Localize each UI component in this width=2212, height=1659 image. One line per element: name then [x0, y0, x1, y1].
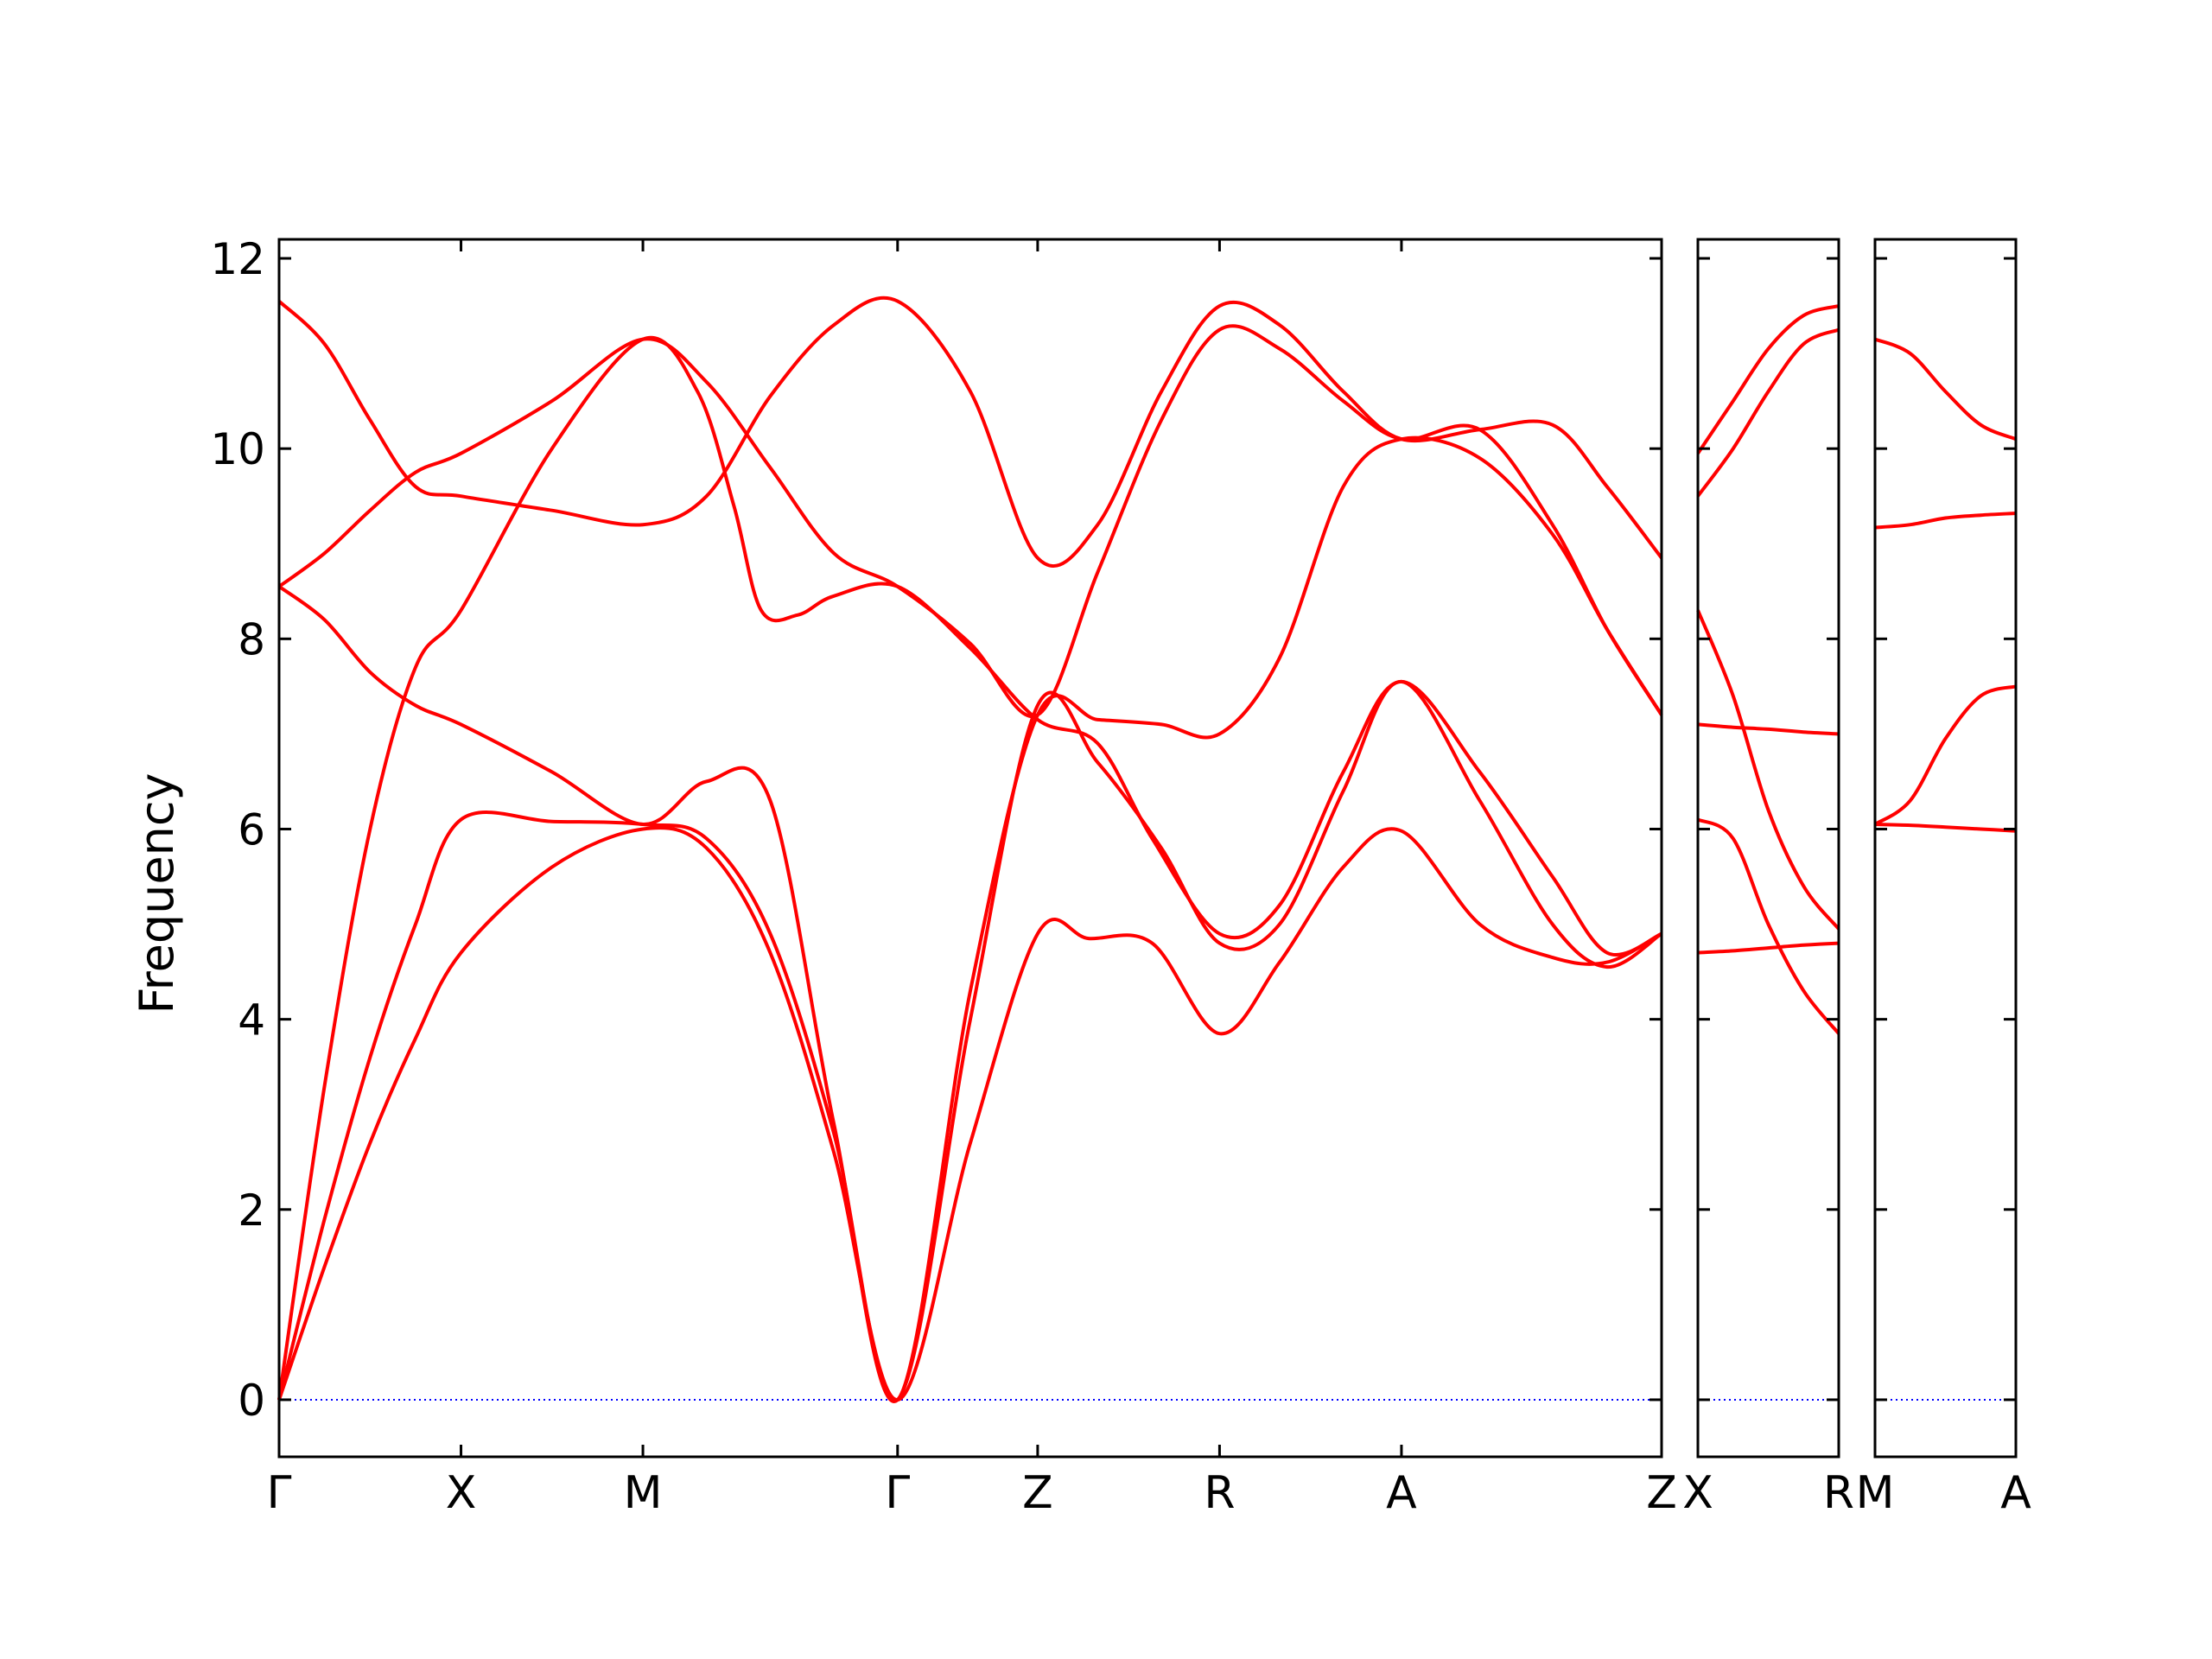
plot-frame — [277, 238, 1663, 1459]
y-tick-label: 12 — [210, 234, 265, 284]
phonon-band-3 — [1697, 722, 1840, 736]
phonon-band-4 — [277, 435, 1663, 1403]
phonon-band-6 — [1696, 304, 1840, 454]
plot-frame — [1696, 238, 1840, 1459]
y-tick-label: 8 — [238, 614, 265, 664]
phonon-band-1 — [277, 826, 1662, 1402]
y-tick-label: 4 — [238, 995, 265, 1046]
phonon-band-2 — [277, 679, 1663, 1403]
phonon-band-5 — [1696, 327, 1840, 498]
phonon-band-5 — [277, 324, 1663, 719]
phonon-band-1 — [1697, 941, 1840, 955]
phonon-band-3 — [277, 335, 1662, 1401]
phonon-band-1 — [1874, 823, 2017, 833]
panel-1: 0 2 4 6 8 10 12 Γ X M Γ Z R A Z — [210, 234, 1676, 1519]
phonon-band-4 — [1874, 337, 2017, 442]
x-tick-label: R — [1204, 1467, 1235, 1519]
phonon-band-3 — [1874, 512, 2017, 530]
x-tick-label: M — [1856, 1467, 1895, 1519]
x-tick-label: M — [624, 1467, 663, 1519]
x-tick-label: X — [1682, 1467, 1713, 1519]
x-tick-label: Γ — [267, 1467, 292, 1519]
x-tick-label: Z — [1646, 1467, 1677, 1519]
y-axis-label: Frequency — [130, 773, 184, 1014]
phonon-band-2 — [1697, 817, 1840, 1035]
x-tick-label: Z — [1022, 1467, 1053, 1519]
y-tick-label: 10 — [210, 424, 265, 474]
x-tick-label: R — [1823, 1467, 1854, 1519]
y-tick-label: 0 — [238, 1376, 265, 1426]
x-tick-label: A — [2000, 1467, 2031, 1519]
plot-frame — [1873, 238, 2018, 1459]
y-tick-label: 2 — [238, 1185, 265, 1236]
phonon-band-6 — [277, 296, 1663, 569]
phonon-band-4 — [1696, 609, 1840, 931]
x-tick-label: A — [1386, 1467, 1417, 1519]
y-tick-label: 6 — [238, 804, 265, 855]
x-tick-label: X — [446, 1467, 477, 1519]
x-tick-label: Γ — [885, 1467, 910, 1519]
phonon-band-2 — [1873, 684, 2017, 826]
